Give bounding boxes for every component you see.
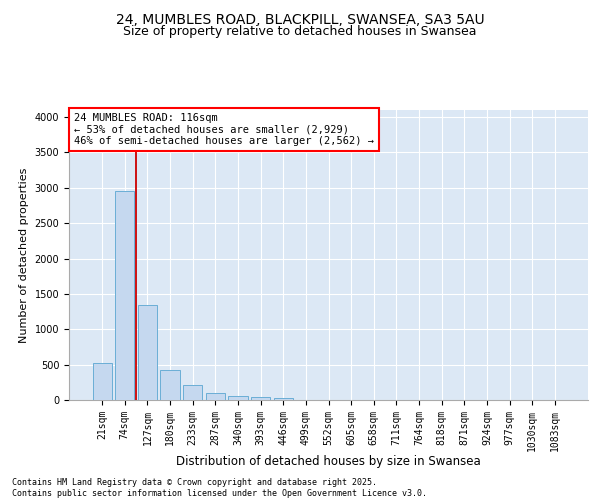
Bar — [160, 370, 180, 400]
Bar — [274, 398, 293, 400]
Bar — [115, 190, 134, 400]
Text: 24, MUMBLES ROAD, BLACKPILL, SWANSEA, SA3 5AU: 24, MUMBLES ROAD, BLACKPILL, SWANSEA, SA… — [116, 12, 484, 26]
Bar — [138, 304, 157, 400]
Bar — [206, 393, 225, 400]
Bar — [229, 396, 248, 400]
Y-axis label: Number of detached properties: Number of detached properties — [19, 168, 29, 342]
Bar — [92, 363, 112, 400]
X-axis label: Distribution of detached houses by size in Swansea: Distribution of detached houses by size … — [176, 455, 481, 468]
Text: Contains HM Land Registry data © Crown copyright and database right 2025.
Contai: Contains HM Land Registry data © Crown c… — [12, 478, 427, 498]
Bar — [183, 385, 202, 400]
Bar — [251, 397, 270, 400]
Text: 24 MUMBLES ROAD: 116sqm
← 53% of detached houses are smaller (2,929)
46% of semi: 24 MUMBLES ROAD: 116sqm ← 53% of detache… — [74, 113, 374, 146]
Text: Size of property relative to detached houses in Swansea: Size of property relative to detached ho… — [123, 25, 477, 38]
